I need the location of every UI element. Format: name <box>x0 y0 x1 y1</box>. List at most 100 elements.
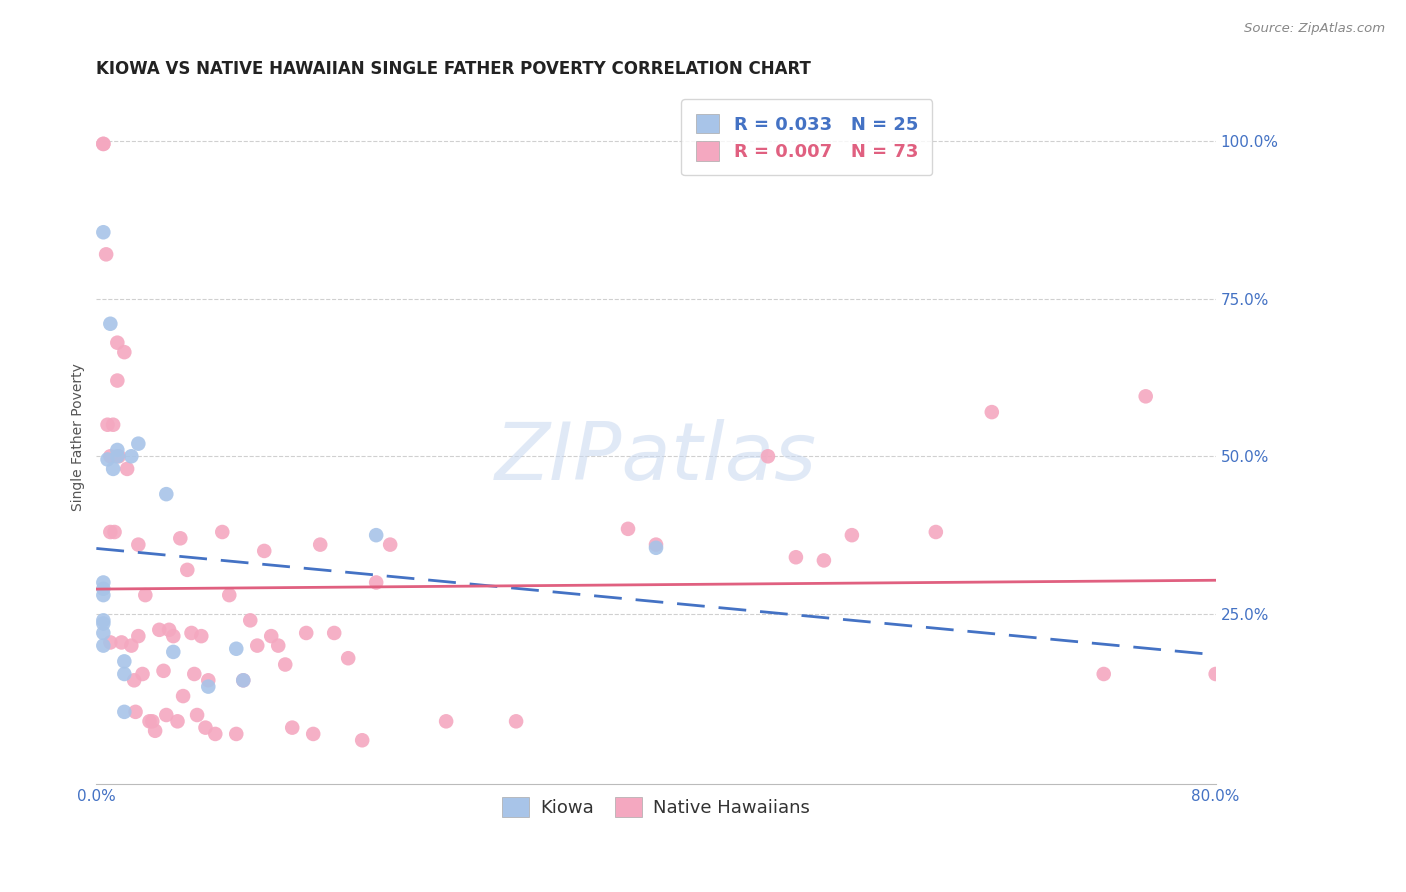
Point <box>645 538 668 552</box>
Point <box>218 588 240 602</box>
Point <box>112 667 135 681</box>
Point <box>267 639 290 653</box>
Point <box>225 641 247 656</box>
Point <box>127 538 149 552</box>
Point <box>204 727 226 741</box>
Point <box>190 629 212 643</box>
Point <box>617 522 640 536</box>
Point <box>323 626 346 640</box>
Point <box>93 613 115 627</box>
Point <box>101 417 124 432</box>
Point <box>98 524 121 539</box>
Y-axis label: Single Father Poverty: Single Father Poverty <box>72 363 86 511</box>
Point <box>93 639 115 653</box>
Point <box>112 345 135 359</box>
Point <box>366 575 388 590</box>
Point <box>225 727 247 741</box>
Point <box>239 613 262 627</box>
Point <box>645 541 668 555</box>
Point <box>103 524 125 539</box>
Point <box>93 616 115 631</box>
Point <box>169 531 191 545</box>
Point <box>813 553 835 567</box>
Point <box>194 721 217 735</box>
Point <box>93 136 115 151</box>
Point <box>302 727 325 741</box>
Point <box>434 714 457 729</box>
Point <box>337 651 360 665</box>
Point <box>148 623 170 637</box>
Point <box>93 575 115 590</box>
Point <box>98 450 121 464</box>
Point <box>143 723 166 738</box>
Point <box>152 664 174 678</box>
Point <box>841 528 863 542</box>
Point <box>105 442 128 457</box>
Point <box>155 487 177 501</box>
Point <box>183 667 205 681</box>
Point <box>110 635 132 649</box>
Point <box>176 563 198 577</box>
Point <box>107 450 129 464</box>
Point <box>105 450 128 464</box>
Point <box>101 462 124 476</box>
Text: KIOWA VS NATIVE HAWAIIAN SINGLE FATHER POVERTY CORRELATION CHART: KIOWA VS NATIVE HAWAIIAN SINGLE FATHER P… <box>97 60 811 78</box>
Point <box>380 538 402 552</box>
Point <box>186 708 208 723</box>
Point <box>785 550 807 565</box>
Point <box>1092 667 1115 681</box>
Point <box>232 673 254 688</box>
Point <box>138 714 160 729</box>
Point <box>166 714 188 729</box>
Point <box>281 721 304 735</box>
Point <box>309 538 332 552</box>
Point <box>93 588 115 602</box>
Point <box>1135 389 1157 403</box>
Point <box>162 629 184 643</box>
Point <box>197 680 219 694</box>
Point <box>505 714 527 729</box>
Point <box>122 673 145 688</box>
Point <box>98 635 121 649</box>
Point <box>127 629 149 643</box>
Point <box>232 673 254 688</box>
Point <box>155 708 177 723</box>
Point <box>94 247 117 261</box>
Point <box>925 524 948 539</box>
Text: ZIPatlas: ZIPatlas <box>495 419 817 497</box>
Text: Source: ZipAtlas.com: Source: ZipAtlas.com <box>1244 22 1385 36</box>
Point <box>211 524 233 539</box>
Point <box>162 645 184 659</box>
Point <box>246 639 269 653</box>
Point <box>1205 667 1227 681</box>
Point <box>352 733 374 747</box>
Point <box>180 626 202 640</box>
Point <box>105 374 128 388</box>
Point <box>120 639 142 653</box>
Point <box>756 450 779 464</box>
Point <box>98 317 121 331</box>
Point <box>141 714 163 729</box>
Point <box>93 225 115 239</box>
Point <box>253 544 276 558</box>
Point <box>172 689 194 703</box>
Point <box>93 136 115 151</box>
Point <box>127 436 149 450</box>
Legend: Kiowa, Native Hawaiians: Kiowa, Native Hawaiians <box>495 789 817 824</box>
Point <box>295 626 318 640</box>
Point <box>96 452 118 467</box>
Point <box>105 335 128 350</box>
Point <box>260 629 283 643</box>
Point <box>120 450 142 464</box>
Point <box>115 462 138 476</box>
Point <box>366 528 388 542</box>
Point <box>157 623 180 637</box>
Point <box>980 405 1002 419</box>
Point <box>274 657 297 672</box>
Point <box>131 667 153 681</box>
Point <box>124 705 146 719</box>
Point <box>197 673 219 688</box>
Point <box>96 417 118 432</box>
Point <box>112 654 135 668</box>
Point <box>112 705 135 719</box>
